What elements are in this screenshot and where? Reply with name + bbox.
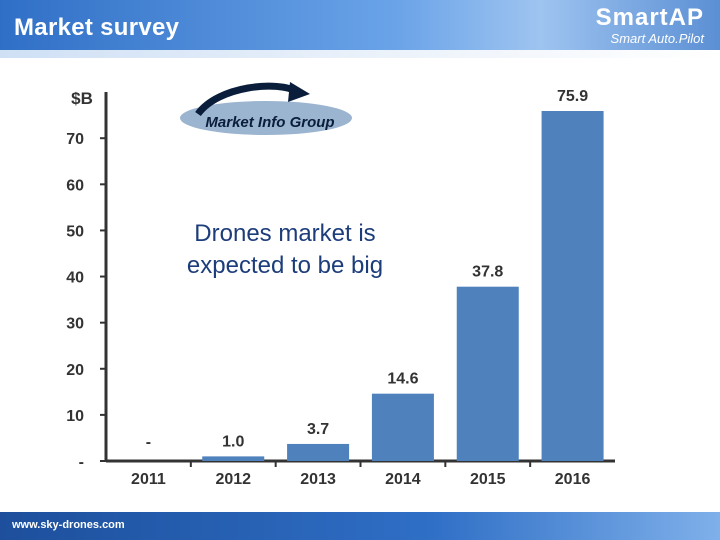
- bar-2014: [371, 393, 434, 461]
- slide-footer: www.sky-drones.com: [0, 512, 720, 540]
- bar-2016: [541, 111, 604, 461]
- y-tick-label: 60: [66, 177, 84, 194]
- data-label-2012: 1.0: [222, 433, 244, 450]
- market-callout: Drones market is expected to be big: [150, 218, 420, 282]
- bar-2015: [456, 286, 519, 461]
- slide-title: Market survey: [14, 14, 180, 41]
- y-tick-label: 70: [66, 131, 84, 148]
- x-tick-label-2014: 2014: [385, 471, 421, 488]
- x-tick-label-2012: 2012: [215, 471, 251, 488]
- footer-url[interactable]: www.sky-drones.com: [12, 519, 125, 531]
- y-axis-label: $B: [71, 89, 93, 108]
- y-tick-label: 10: [66, 408, 84, 425]
- header-band: [0, 50, 720, 58]
- brand-logo: SmartAP Smart Auto.Pilot: [596, 4, 704, 46]
- data-label-2015: 37.8: [472, 264, 503, 281]
- bar-2013: [287, 443, 350, 461]
- data-label-2013: 3.7: [307, 421, 329, 438]
- x-tick-label-2013: 2013: [300, 471, 336, 488]
- callout-line-1: Drones market is: [194, 220, 376, 247]
- data-label-2014: 14.6: [387, 371, 418, 388]
- y-tick-label: -: [79, 454, 84, 471]
- logo-text: Market Info Group: [205, 114, 334, 131]
- bar-2012: [202, 456, 265, 461]
- brand-name: SmartAP: [595, 4, 704, 31]
- data-label-2016: 75.9: [557, 88, 588, 105]
- market-info-group-logo: Market Info Group: [180, 82, 352, 135]
- y-tick-label: 30: [66, 316, 84, 333]
- slide-header: Market survey SmartAP Smart Auto.Pilot: [0, 0, 720, 56]
- data-label-2011: -: [146, 434, 151, 451]
- callout-line-2: expected to be big: [186, 252, 384, 279]
- y-tick-label: 40: [66, 270, 84, 287]
- x-tick-label-2016: 2016: [555, 471, 591, 488]
- x-tick-label-2015: 2015: [470, 471, 506, 488]
- y-tick-label: 50: [66, 223, 84, 240]
- brand-subtitle: Smart Auto.Pilot: [610, 31, 704, 46]
- y-tick-label: 20: [66, 362, 84, 379]
- x-tick-label-2011: 2011: [131, 471, 166, 488]
